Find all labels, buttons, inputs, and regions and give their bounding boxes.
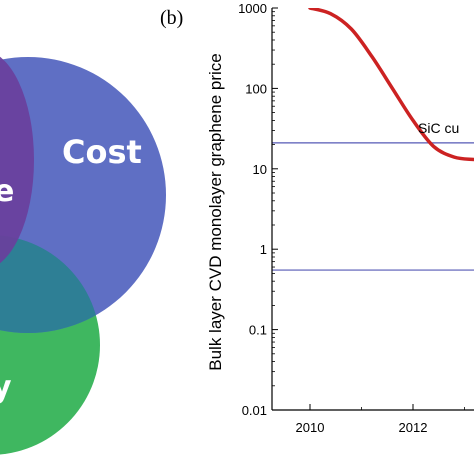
venn-label-partial-e: e — [0, 174, 14, 209]
venn-label-partial-y: y — [0, 370, 12, 405]
venn-diagram: Cost e y — [0, 56, 166, 455]
series-line — [308, 8, 474, 162]
venn-overlap-cost-green — [0, 235, 100, 333]
venn-label-cost: Cost — [62, 133, 142, 171]
y-tick-label: 1 — [260, 242, 267, 257]
x-tick-label: 2010 — [296, 420, 325, 435]
x-tick-label: 2012 — [399, 420, 428, 435]
reference-lines — [272, 142, 474, 271]
panel-label-b: (b) — [160, 7, 183, 29]
venn-circle-purple — [0, 56, 34, 264]
y-tick-label: 10 — [253, 162, 267, 177]
y-tick-label: 1000 — [238, 1, 267, 16]
y-tick-label: 100 — [245, 81, 267, 96]
y-tick-label: 0.1 — [249, 323, 267, 338]
y-tick-label: 0.01 — [242, 403, 267, 418]
reference-line-label: SiC cu — [418, 120, 459, 136]
annotations: SiC cu — [418, 120, 459, 136]
y-ticks: 0.01 0.1 1 10 100 1000 — [238, 1, 278, 418]
x-ticks: 201020122014 — [296, 404, 465, 435]
y-axis-label: Bulk layer CVD monolayer graphene price — [206, 53, 225, 371]
series-layer — [308, 8, 474, 162]
